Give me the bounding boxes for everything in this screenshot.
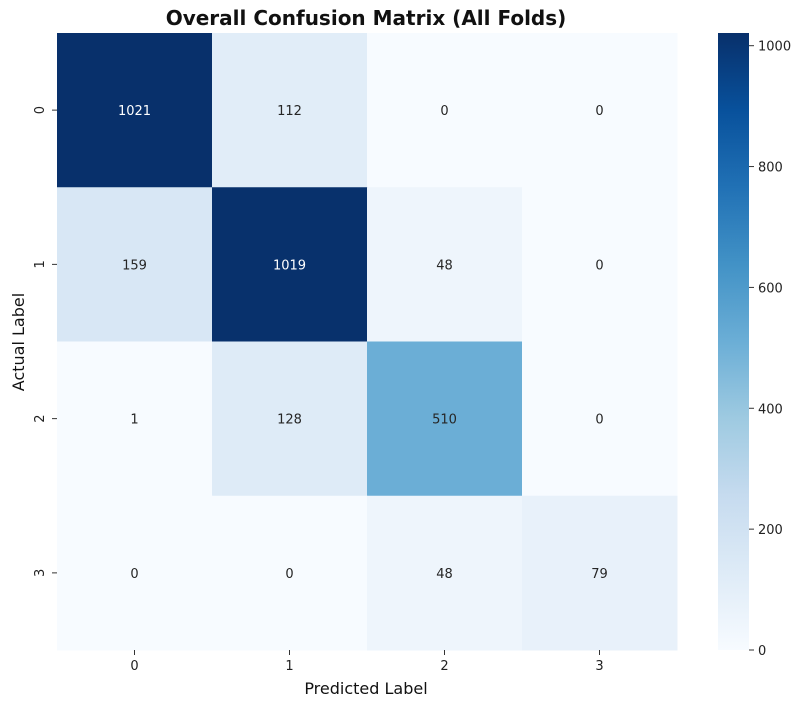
cell-value-label: 48	[436, 567, 453, 582]
colorbar-tick-label: 0	[758, 644, 766, 659]
y-tick-label: 3	[33, 569, 48, 577]
x-tick-label: 0	[130, 659, 138, 674]
cell-value-label: 1021	[118, 104, 151, 119]
colorbar-tick-label: 1000	[758, 40, 791, 55]
x-tick-label: 1	[285, 659, 293, 674]
heatmap-cell	[57, 33, 213, 188]
heatmap-cell	[522, 341, 678, 497]
x-axis-label: Predicted Label	[304, 679, 427, 698]
colorbar-ticks: 0 200 400 600 800 1000	[749, 40, 791, 659]
heatmap-cell	[367, 187, 523, 342]
colorbar	[718, 33, 749, 650]
colorbar-tick-label: 400	[758, 402, 783, 417]
cell-value-label: 0	[595, 413, 603, 428]
colorbar-tick-label: 200	[758, 523, 783, 538]
heatmap-cell	[212, 33, 368, 188]
colorbar-tick-label: 800	[758, 161, 783, 176]
cell-value-label: 112	[277, 104, 302, 119]
cell-value-label: 0	[595, 104, 603, 119]
heatmap-cell	[212, 341, 368, 497]
heatmap-cell	[57, 187, 213, 342]
chart-title: Overall Confusion Matrix (All Folds)	[166, 6, 567, 30]
heatmap-cell	[57, 495, 213, 651]
y-tick-label: 0	[33, 106, 48, 114]
heatmap-cell	[212, 495, 368, 651]
cell-value-label: 510	[432, 413, 457, 428]
heatmap-cell	[367, 341, 523, 497]
y-tick-label: 1	[33, 260, 48, 268]
x-axis-ticks: 0 1 2 3	[130, 650, 604, 674]
heatmap-cell	[522, 33, 678, 188]
cell-value-label: 0	[440, 104, 448, 119]
x-tick-label: 2	[440, 659, 448, 674]
cell-value-label: 79	[591, 567, 608, 582]
cell-value-label: 0	[285, 567, 293, 582]
heatmap-cell	[57, 341, 213, 497]
cell-value-label: 48	[436, 258, 453, 273]
heatmap-cells: 1021 112 0 0 159 1019 48 0 1 128 510 0 0 0 48 79	[57, 33, 678, 651]
y-axis-ticks: 0 1 2 3	[33, 106, 57, 577]
heatmap-cell	[522, 187, 678, 342]
cell-value-label: 1	[130, 413, 138, 428]
cell-value-label: 0	[130, 567, 138, 582]
heatmap-cell	[367, 33, 523, 188]
heatmap-cell	[212, 187, 368, 342]
y-axis-label: Actual Label	[9, 293, 28, 391]
cell-value-label: 0	[595, 258, 603, 273]
cell-value-label: 128	[277, 413, 302, 428]
heatmap-cell	[522, 495, 678, 651]
colorbar-tick-label: 600	[758, 281, 783, 296]
y-tick-label: 2	[33, 414, 48, 422]
cell-value-label: 159	[122, 258, 147, 273]
heatmap-cell	[367, 495, 523, 651]
cell-value-label: 1019	[273, 258, 306, 273]
x-tick-label: 3	[595, 659, 603, 674]
